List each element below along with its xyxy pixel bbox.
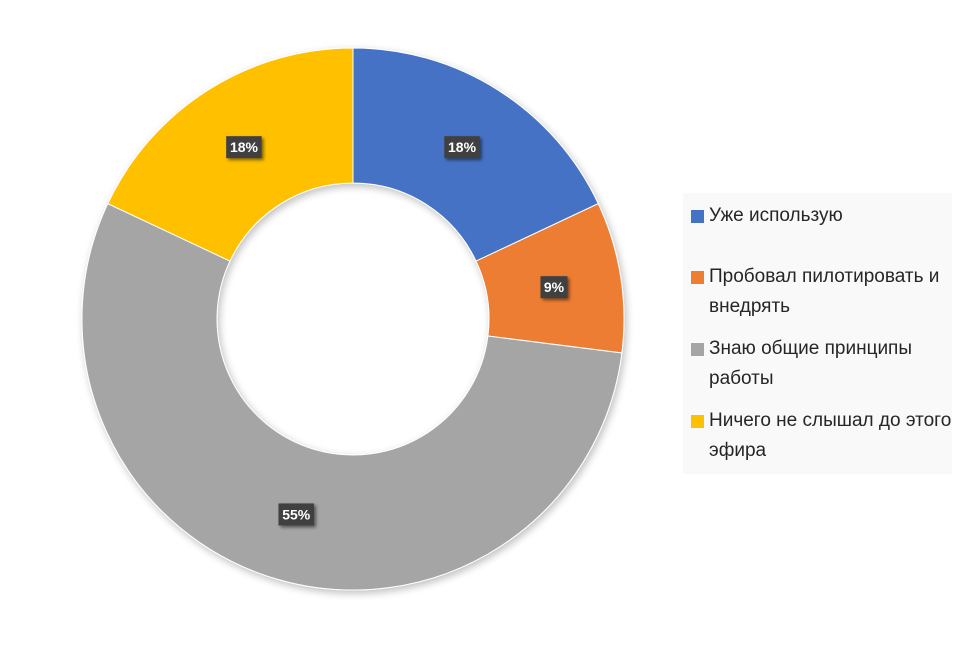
data-label-1: 9% xyxy=(540,276,568,299)
data-labels: 18% 9% 55% 18% xyxy=(226,136,568,526)
data-label-box xyxy=(444,136,480,159)
donut-slices xyxy=(81,47,625,591)
data-label-3: 18% xyxy=(226,136,262,159)
legend-item-nichego-ne-slyshal: Ничего не слышал до этого эфира xyxy=(691,406,952,466)
legend-swatch xyxy=(691,210,704,223)
data-label-2: 55% xyxy=(278,503,314,526)
legend-item-uzhe-ispolzuyu: Уже использую xyxy=(691,201,952,231)
legend-item-proboval-pilotirovat: Пробовал пилотировать и внедрять xyxy=(691,262,952,322)
data-label-text: 55% xyxy=(282,506,311,522)
data-label-text: 9% xyxy=(544,279,565,295)
donut-slice-2 xyxy=(81,202,623,591)
data-label-text: 18% xyxy=(230,139,259,155)
legend-item-znayu-obshchie-printsipy: Знаю общие принципы работы xyxy=(691,334,952,394)
legend-swatch xyxy=(691,343,704,356)
data-label-text: 18% xyxy=(448,139,477,155)
data-label-box xyxy=(278,503,314,526)
data-label-box xyxy=(226,136,262,159)
legend-swatch xyxy=(691,271,704,284)
legend-label: Пробовал пилотировать и внедрять xyxy=(709,266,940,317)
legend-label: Знаю общие принципы работы xyxy=(709,338,913,389)
data-label-box xyxy=(540,276,568,299)
legend-label: Уже использую xyxy=(709,205,843,226)
legend-label: Ничего не слышал до этого эфира xyxy=(709,410,952,461)
legend-swatch xyxy=(691,415,704,428)
data-label-0: 18% xyxy=(444,136,480,159)
legend: Уже использую Пробовал пилотировать и вн… xyxy=(683,193,952,474)
